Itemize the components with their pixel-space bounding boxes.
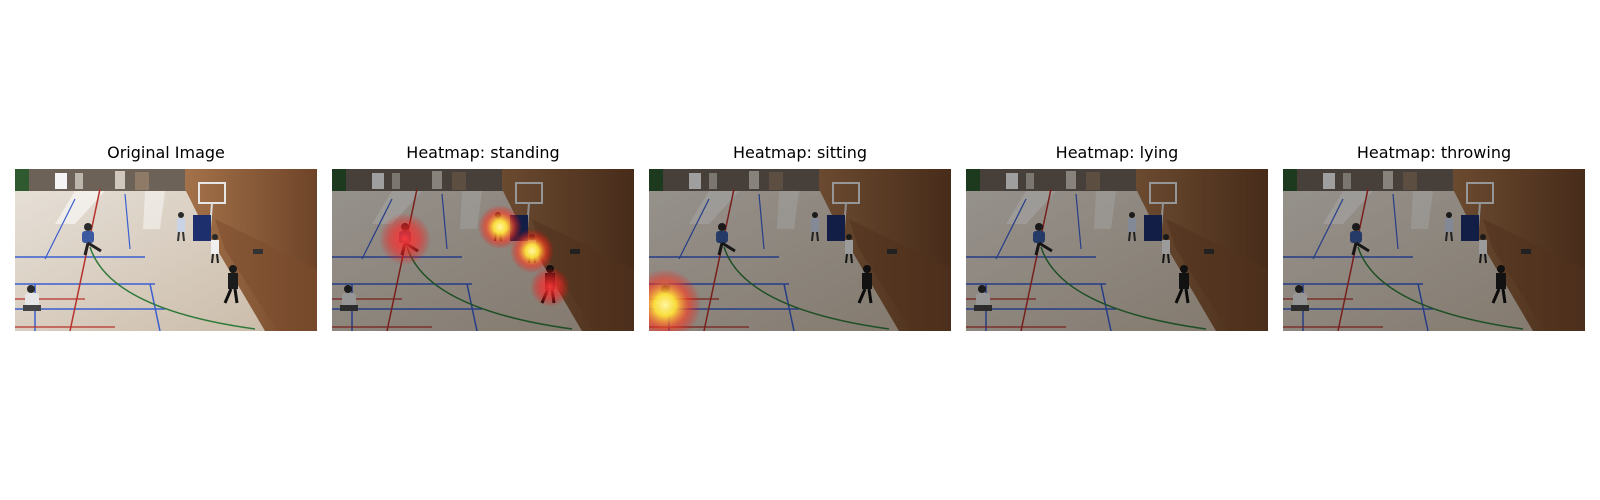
panel-title: Heatmap: sitting <box>732 143 868 162</box>
original-image <box>15 169 317 331</box>
heat-blob <box>649 269 701 331</box>
panel-heatmap-standing: Heatmap: standing <box>332 0 634 500</box>
panel-title: Heatmap: standing <box>406 143 560 162</box>
panel-title: Heatmap: throwing <box>1356 143 1512 162</box>
panel-title: Heatmap: lying <box>1055 143 1179 162</box>
heat-blob <box>478 205 522 249</box>
heatmap-lying-image <box>966 169 1268 331</box>
heatmap-throwing-image <box>1283 169 1585 331</box>
heatmap-sitting-image <box>649 169 951 331</box>
heat-blob <box>510 229 554 273</box>
panel-heatmap-throwing: Heatmap: throwing <box>1283 0 1585 500</box>
heat-blob <box>530 267 570 307</box>
heat-blob <box>379 213 431 265</box>
heatmap-standing-image <box>332 169 634 331</box>
panel-title: Original Image <box>107 143 225 162</box>
panel-heatmap-lying: Heatmap: lying <box>966 0 1268 500</box>
panel-original: Original Image <box>15 0 317 500</box>
panel-heatmap-sitting: Heatmap: sitting <box>649 0 951 500</box>
